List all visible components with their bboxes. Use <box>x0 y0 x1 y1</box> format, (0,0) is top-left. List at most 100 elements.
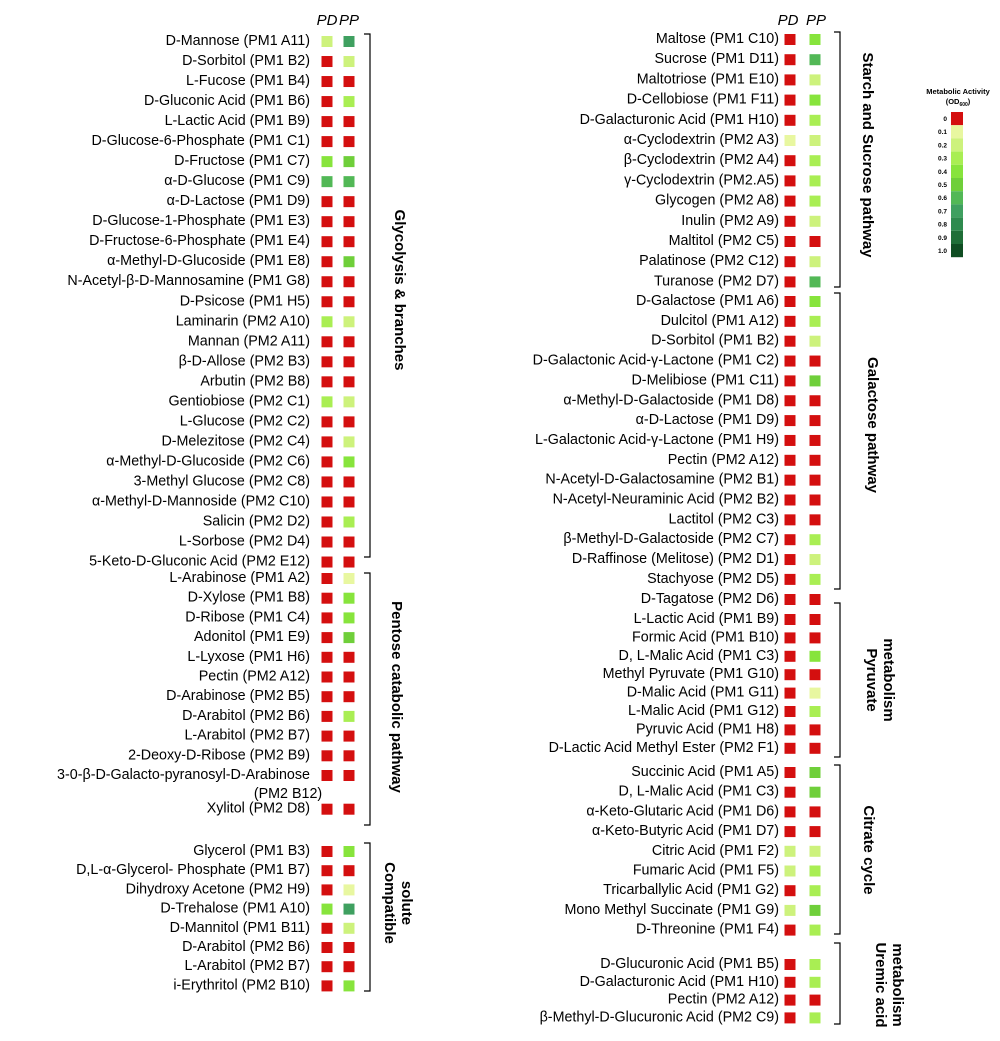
row-label: L-Arabitol (PM2 B7) <box>184 958 310 974</box>
cell-pd <box>321 356 333 368</box>
cell-pp <box>343 710 355 722</box>
cell-pp <box>343 632 355 644</box>
row-label: D,L-α-Glycerol- Phosphate (PM1 B7) <box>76 862 310 878</box>
row-label: D-Tagatose (PM2 D6) <box>641 591 779 607</box>
cell-pp <box>809 236 821 247</box>
cell-pd <box>321 476 333 488</box>
group-bracket <box>834 292 841 590</box>
legend-unit-end: ) <box>968 97 971 106</box>
row-label: 5-Keto-D-Gluconic Acid (PM2 E12) <box>89 554 310 570</box>
row-label: N-Acetyl-D-Galactosamine (PM2 B1) <box>545 472 779 488</box>
cell-pp <box>343 476 355 488</box>
cell-pp <box>343 136 355 148</box>
cell-pp <box>343 556 355 568</box>
row-label: N-Acetyl-β-D-Mannosamine (PM1 G8) <box>67 273 310 289</box>
row-label: D-Arabitol (PM2 B6) <box>182 708 310 724</box>
group-label: metabolism <box>880 638 897 721</box>
cell-pd <box>784 74 796 86</box>
cell-pp <box>343 592 355 604</box>
row-label: D-Fructose-6-Phosphate (PM1 E4) <box>89 233 310 249</box>
cell-pd <box>784 669 796 681</box>
cell-pd <box>784 375 796 387</box>
row-label: β-Methyl-D-Glucuronic Acid (PM2 C9) <box>540 1009 779 1025</box>
cell-pd <box>321 730 333 742</box>
cell-pd <box>321 536 333 548</box>
legend-tick-label: 0 <box>943 116 947 123</box>
cell-pp <box>343 416 355 428</box>
cell-pp <box>809 554 821 566</box>
cell-pd <box>321 750 333 762</box>
row-label: D-Lactic Acid Methyl Ester (PM2 F1) <box>549 740 779 756</box>
row-label: Pectin (PM2 A12) <box>668 992 779 1008</box>
cell-pp <box>809 355 821 367</box>
cell-pp <box>343 456 355 468</box>
row-label: Pectin (PM2 A12) <box>199 669 310 685</box>
row-label: D-Galacturonic Acid (PM1 H10) <box>580 974 779 990</box>
cell-pp <box>343 176 355 188</box>
group-label: metabolism <box>889 943 906 1026</box>
cell-pd <box>321 456 333 468</box>
group-label: Pentose catabolic pathway <box>388 601 405 793</box>
cell-pp <box>343 396 355 408</box>
cell-pp <box>809 924 821 936</box>
row-label: D-Mannose (PM1 A11) <box>166 33 310 49</box>
row-label: Maltotriose (PM1 E10) <box>637 71 779 87</box>
cell-pd <box>321 56 333 68</box>
cell-pp <box>343 196 355 208</box>
legend-tick-label: 0.7 <box>938 208 947 215</box>
cell-pd <box>784 315 796 327</box>
cell-pd <box>321 884 333 896</box>
cell-pd <box>784 494 796 506</box>
group-pentose-catabolic-pathway: L-Arabinose (PM1 A2) D-Xylose (PM1 B8) D-R… <box>57 570 405 826</box>
cell-pp <box>343 516 355 528</box>
legend-tick-label: 1.0 <box>938 248 947 255</box>
cell-pp <box>809 415 821 427</box>
row-label: L-Lactic Acid (PM1 B9) <box>634 611 779 627</box>
cell-pp <box>343 316 355 328</box>
cell-pd <box>784 594 796 605</box>
legend-title: Metabolic Activity <box>926 87 990 96</box>
group-bracket <box>364 33 371 558</box>
row-label: D-Melezitose (PM2 C4) <box>161 433 310 449</box>
cell-pp <box>809 155 821 167</box>
row-label: L-Galactonic Acid-γ-Lactone (PM1 H9) <box>535 432 779 448</box>
cell-pp <box>343 256 355 268</box>
cell-pp <box>809 594 821 605</box>
cell-pd <box>784 845 796 857</box>
cell-pd <box>321 691 333 703</box>
column-header-pd-left: PD <box>317 12 338 29</box>
cell-pp <box>343 276 355 288</box>
legend-swatch <box>951 178 963 192</box>
row-label: Succinic Acid (PM1 A5) <box>631 764 779 780</box>
cell-pp <box>809 34 821 45</box>
row-label: Maltitol (PM2 C5) <box>669 233 779 249</box>
row-label: D-Mannitol (PM1 B11) <box>170 920 310 936</box>
cell-pp <box>809 845 821 857</box>
group-label: solute <box>398 881 415 925</box>
cell-pp <box>809 514 821 526</box>
row-label: L-Lactic Acid (PM1 B9) <box>165 113 310 129</box>
row-label: α-Keto-Glutaric Acid (PM1 D6) <box>586 803 779 819</box>
row-label: D-Fructose (PM1 C7) <box>174 153 310 169</box>
row-label: Gentiobiose (PM2 C1) <box>169 393 310 409</box>
cell-pd <box>784 687 796 699</box>
cell-pd <box>784 786 796 798</box>
legend-tick-label: 0.3 <box>938 156 947 163</box>
cell-pp <box>343 56 355 68</box>
row-label: L-Sorbose (PM2 D4) <box>179 534 310 550</box>
cell-pp <box>809 742 821 754</box>
cell-pd <box>784 54 796 66</box>
cell-pp <box>343 496 355 508</box>
cell-pp <box>343 691 355 703</box>
legend-swatch <box>951 217 963 231</box>
row-label: Stachyose (PM2 D5) <box>647 571 779 587</box>
cell-pp <box>809 315 821 327</box>
legend-swatch <box>951 244 963 258</box>
group-label: Uremic acid <box>872 942 889 1027</box>
cell-pd <box>321 903 333 915</box>
row-label: Arbutin (PM2 B8) <box>200 373 310 389</box>
row-label: α-Methyl-D-Glucoside (PM2 C6) <box>106 453 310 469</box>
cell-pp <box>809 74 821 86</box>
row-label: 3-0-β-D-Galacto-pyranosyl-D-Arabinose <box>57 767 310 783</box>
